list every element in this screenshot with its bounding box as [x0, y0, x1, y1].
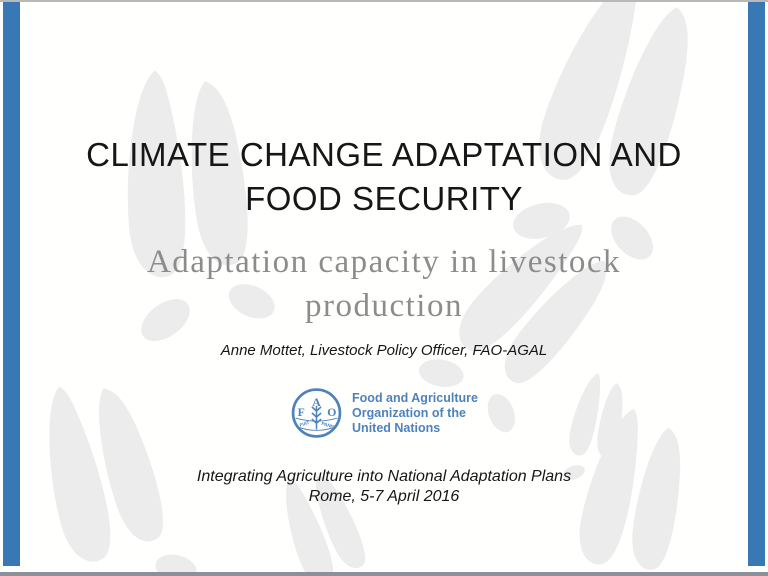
footer-line-2: Rome, 5-7 April 2016 [308, 487, 460, 505]
fao-wordmark-line-3: United Nations [352, 420, 441, 435]
subtitle-line-2: production [305, 288, 463, 324]
fao-wordmark-line-1: Food and Agriculture [352, 390, 478, 405]
fao-emblem-icon: F A O FIAT PANIS [291, 388, 342, 438]
right-accent-bar [748, 2, 765, 566]
emblem-letter-o: O [327, 406, 336, 419]
left-accent-bar [3, 2, 20, 566]
slide-subtitle: Adaptation capacity in livestock product… [30, 240, 738, 328]
footer-line-1: Integrating Agriculture into National Ad… [196, 468, 572, 485]
subtitle-line-1: Adaptation capacity in livestock [146, 244, 622, 280]
emblem-letter-a: A [312, 396, 321, 409]
fao-wordmark: Food and Agriculture Organization of the… [352, 391, 478, 436]
author-line: Anne Mottet, Livestock Policy Officer, F… [220, 342, 548, 359]
title-line-1: CLIMATE CHANGE ADAPTATION AND [86, 136, 682, 173]
fao-logo: F A O FIAT PANIS Food and Agriculture Or… [0, 386, 768, 440]
slide-title: CLIMATE CHANGE ADAPTATION AND FOOD SECUR… [30, 133, 738, 221]
top-border-line [0, 0, 768, 2]
title-line-2: FOOD SECURITY [245, 180, 523, 217]
bottom-border-line [0, 572, 768, 576]
emblem-motto-fiat: FIAT [299, 420, 310, 428]
wheat-grains-icon [311, 406, 322, 424]
emblem-letter-f: F [298, 406, 305, 419]
fao-wordmark-line-2: Organization of the [352, 405, 466, 420]
event-footer: Integrating Agriculture into National Ad… [0, 467, 768, 506]
emblem-motto-panis: PANIS [321, 421, 336, 430]
